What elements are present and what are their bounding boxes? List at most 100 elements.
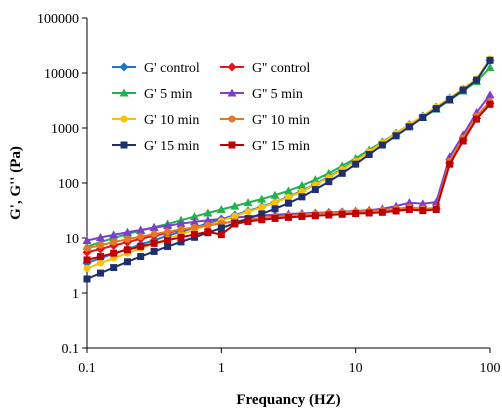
legend-marker [227,62,237,72]
data-point [123,258,131,266]
data-point [190,223,198,231]
data-point [486,100,494,108]
legend-label: G' 15 min [144,139,199,154]
data-point [459,137,467,145]
data-point [284,199,292,207]
data-point [446,95,454,103]
data-point [486,56,494,64]
data-point [270,190,280,199]
data-point [109,230,119,239]
data-point [83,264,91,272]
data-point [271,199,279,207]
data-point [485,63,495,72]
data-point [405,123,413,131]
data-point [271,205,279,213]
data-point [96,259,104,267]
data-point [150,230,158,238]
legend-label: G'' control [252,61,310,76]
data-point [473,76,481,84]
data-point [216,204,226,213]
legend-marker [228,115,236,123]
data-point [419,114,427,122]
data-point [231,212,239,220]
data-point [352,210,360,218]
data-point [110,264,118,272]
data-point [310,175,320,184]
data-point [297,181,307,190]
data-point [258,203,266,211]
data-point [271,214,279,222]
y-tick-label: 10000 [44,67,79,82]
x-axis-title: Frequancy (HZ) [236,392,340,408]
y-tick-label: 1000 [51,122,79,137]
x-tick-label: 100 [480,361,501,376]
legend-label: G'' 10 min [252,113,310,128]
data-point [284,213,292,221]
data-point [96,269,104,277]
data-point [164,243,172,251]
data-point [177,233,185,241]
data-point [123,235,131,243]
data-point [83,256,91,264]
y-tick-label: 10 [65,232,79,247]
data-point [231,220,239,228]
axes: 0.1 1 10 100 1000 10000 100000 0.1 1 10 100 [37,12,501,376]
data-point [122,227,132,236]
data-point [203,208,213,217]
data-point [338,169,346,177]
data-point [190,230,198,238]
data-point [392,207,400,215]
y-tick-label: 0.1 [62,342,80,357]
data-point [204,228,212,236]
y-tick-label: 100 [58,177,79,192]
x-tick-label: 1 [218,361,225,376]
data-point [284,193,292,201]
data-point [95,233,105,242]
data-point [459,86,467,94]
legend-marker [227,88,237,97]
data-point [189,212,199,221]
data-point [204,221,212,229]
data-point [324,168,334,177]
legend-item: G' 10 min [112,113,199,128]
legend-marker [119,62,129,72]
data-point [83,275,91,283]
legend-label: G' 5 min [144,87,192,102]
data-point [164,236,172,244]
data-point [311,186,319,194]
data-point [378,208,386,216]
data-point [485,90,495,99]
data-point [177,225,185,233]
data-point [123,246,131,254]
data-point [150,247,158,255]
data-point [432,105,440,113]
legend-marker [120,115,128,123]
data-point [378,141,386,149]
data-point [96,253,104,261]
series-layer [82,55,495,283]
x-tick-label: 0.1 [78,361,96,376]
data-point [404,198,414,207]
legend-label: G'' 5 min [252,87,303,102]
legend-item: G'' control [220,61,310,76]
data-point [338,210,346,218]
legend-item: G'' 15 min [220,139,310,154]
data-point [325,178,333,186]
legend-marker [119,88,129,97]
data-point [311,212,319,220]
data-point [258,216,266,224]
legend-item: G'' 10 min [220,113,310,128]
data-point [189,217,199,226]
data-point [298,193,306,201]
data-point [419,207,427,215]
legend-marker [120,141,128,149]
legend-item: G'' 5 min [220,87,303,102]
data-point [176,219,186,228]
legend-item: G' 5 min [112,87,192,102]
data-point [136,225,146,234]
data-point [217,231,225,239]
legend-label: G' 10 min [144,113,199,128]
data-point [365,150,373,158]
x-tick-label: 10 [349,361,363,376]
